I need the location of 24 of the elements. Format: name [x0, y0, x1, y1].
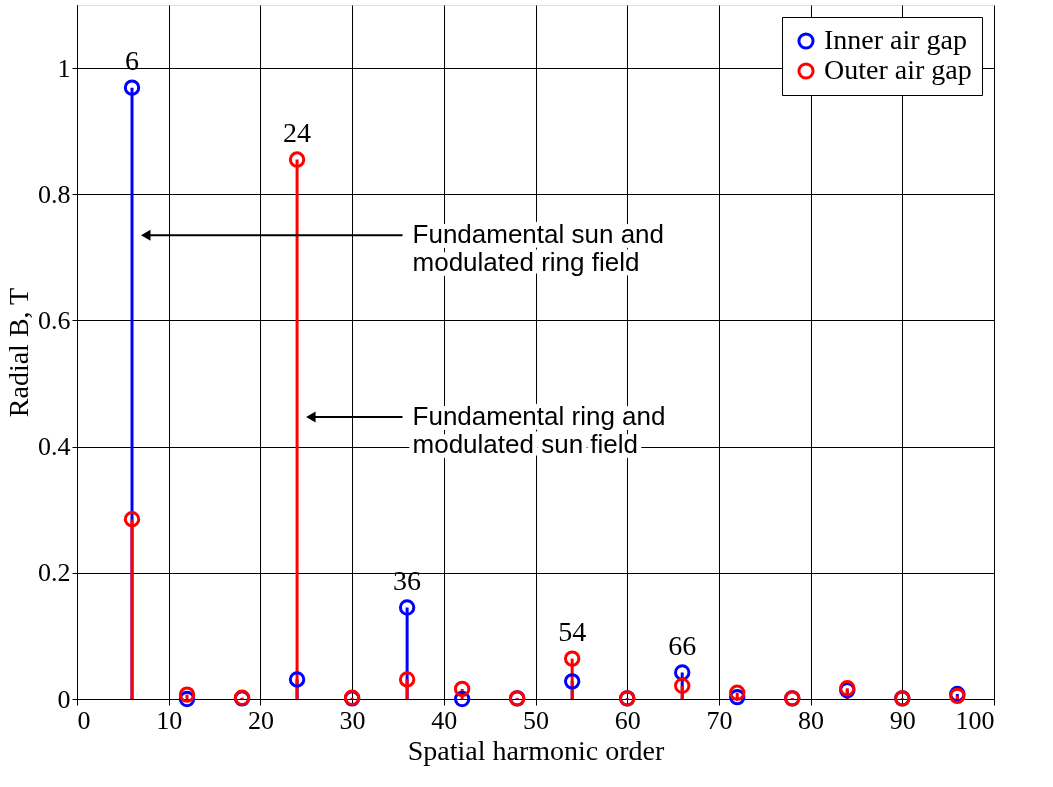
x-tick-label: 90	[889, 705, 916, 735]
y-tick-label: 0.2	[38, 558, 71, 588]
y-tick-label: 0.6	[38, 305, 71, 335]
x-tick-label: 70	[706, 705, 733, 735]
y-tick-label: 1	[57, 53, 71, 83]
x-tick-label: 50	[523, 705, 549, 735]
y-tick-label: 0.4	[38, 432, 71, 462]
x-tick-label: 40	[431, 705, 458, 735]
legend-label: Outer air gap	[824, 54, 972, 85]
x-tick-label: 80	[798, 705, 825, 735]
x-tick-label: 100	[955, 705, 995, 735]
y-tick-label: 0.8	[38, 179, 71, 209]
y-axis-title: Radial B, T	[3, 287, 34, 418]
x-tick-label: 20	[247, 705, 274, 735]
x-tick-label: 0	[77, 705, 91, 735]
x-tick-label: 10	[156, 705, 183, 735]
x-tick-label: 60	[614, 705, 641, 735]
annotation: 66	[668, 629, 697, 661]
x-tick-label: 30	[339, 705, 366, 735]
y-tick-label: 0	[57, 684, 71, 714]
annotation: 24	[283, 116, 312, 148]
legend-label: Inner air gap	[824, 24, 968, 55]
annotation: 54	[558, 615, 587, 647]
x-axis-title: Spatial harmonic order	[407, 734, 665, 766]
